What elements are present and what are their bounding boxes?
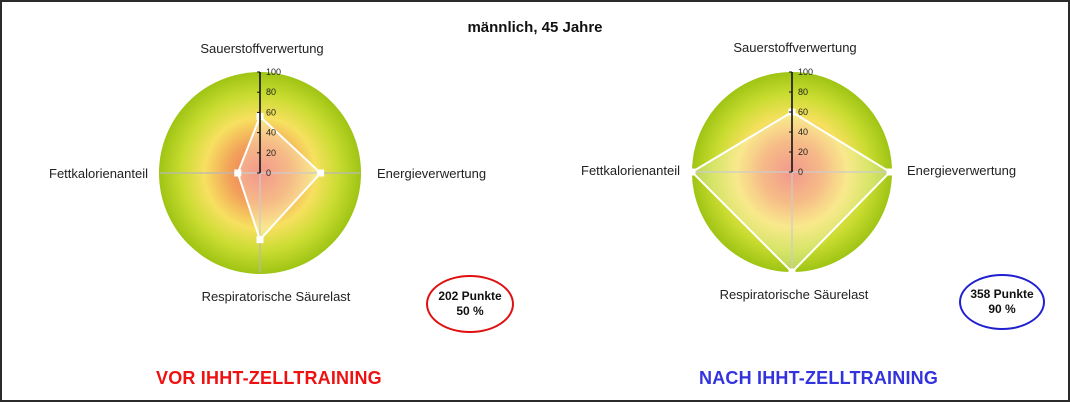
- tick-label: 40: [798, 127, 808, 137]
- tick-label: 60: [798, 107, 808, 117]
- tick-label: 80: [266, 87, 276, 97]
- data-point: [256, 236, 264, 244]
- section-label-before: VOR IHHT-ZELLTRAINING: [156, 368, 382, 388]
- score-badge-after: 358 Punkte 90 %: [959, 274, 1045, 330]
- tick-label: 20: [266, 148, 276, 158]
- tick-label: 20: [798, 147, 808, 157]
- data-point: [688, 168, 696, 176]
- axis-label: Sauerstoffverwertung: [200, 41, 323, 56]
- score-points: 202 Punkte: [438, 289, 502, 303]
- tick-label: 100: [798, 67, 813, 77]
- axis-label: Energieverwertung: [907, 163, 1016, 178]
- axis-label: Energieverwertung: [377, 166, 486, 181]
- section-label-after: NACH IHHT-ZELLTRAINING: [699, 368, 939, 388]
- data-point: [234, 169, 242, 177]
- tick-label: 100: [266, 67, 281, 77]
- tick-label: 40: [266, 128, 276, 138]
- tick-label: 0: [266, 168, 271, 178]
- data-point: [317, 169, 325, 177]
- axis-label: Respiratorische Säurelast: [202, 289, 351, 304]
- score-points: 358 Punkte: [970, 287, 1034, 301]
- score-percent: 90 %: [988, 302, 1016, 316]
- score-percent: 50 %: [456, 304, 484, 318]
- axis-label: Fettkalorienanteil: [581, 163, 680, 178]
- tick-label: 80: [798, 87, 808, 97]
- score-badge-before: 202 Punkte 50 %: [426, 275, 514, 333]
- tick-label: 60: [266, 107, 276, 117]
- chart-title: männlich, 45 Jahre: [467, 19, 603, 36]
- axis-label: Fettkalorienanteil: [49, 166, 148, 181]
- axis-label: Respiratorische Säurelast: [720, 287, 869, 302]
- data-point: [788, 268, 796, 276]
- data-point: [886, 168, 894, 176]
- tick-label: 0: [798, 167, 803, 177]
- axis-label: Sauerstoffverwertung: [733, 40, 856, 55]
